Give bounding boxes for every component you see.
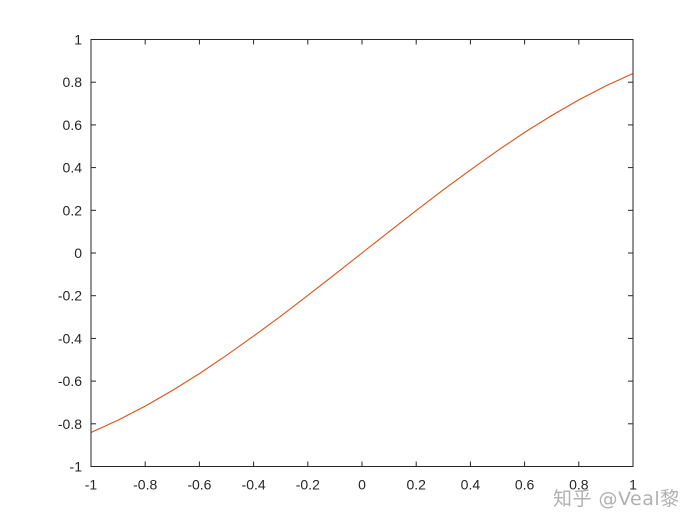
x-tick-label: -1 xyxy=(85,477,98,493)
y-tick-label: -0.2 xyxy=(58,288,82,304)
series-line-0 xyxy=(90,72,634,434)
x-tick-label: 1 xyxy=(629,477,637,493)
x-tick-label: 0.8 xyxy=(569,477,589,493)
y-tick-label: -1 xyxy=(70,459,83,475)
x-tick-label: -0.8 xyxy=(133,477,157,493)
y-tick-label: 1 xyxy=(74,32,82,48)
x-tick-label: 0.2 xyxy=(406,477,426,493)
y-tick-label: 0.6 xyxy=(63,117,83,133)
plot-area: -1 -0.8 -0.6 -0.4 -0.2 0 0.2 0.4 0.6 0.8 1 -1 -0.8 -0… xyxy=(58,32,637,493)
y-tick-label: -0.8 xyxy=(58,416,82,432)
x-tick-label: 0 xyxy=(358,477,366,493)
x-tick-label: -0.4 xyxy=(242,477,266,493)
x-tick-label: -0.2 xyxy=(296,477,320,493)
x-tick-label: 0.6 xyxy=(515,477,535,493)
y-tick-label: -0.6 xyxy=(58,373,82,389)
watermark: 知乎 @Veal黎 xyxy=(553,488,680,510)
y-tick-label: 0.8 xyxy=(63,74,83,90)
x-tick-label: 0.4 xyxy=(461,477,481,493)
y-tick-label: 0.2 xyxy=(63,202,83,218)
y-tick-label: -0.4 xyxy=(58,330,82,346)
y-tick-label: 0 xyxy=(74,245,82,261)
y-tick-label: 0.4 xyxy=(63,160,83,176)
x-tick-label: -0.6 xyxy=(187,477,211,493)
